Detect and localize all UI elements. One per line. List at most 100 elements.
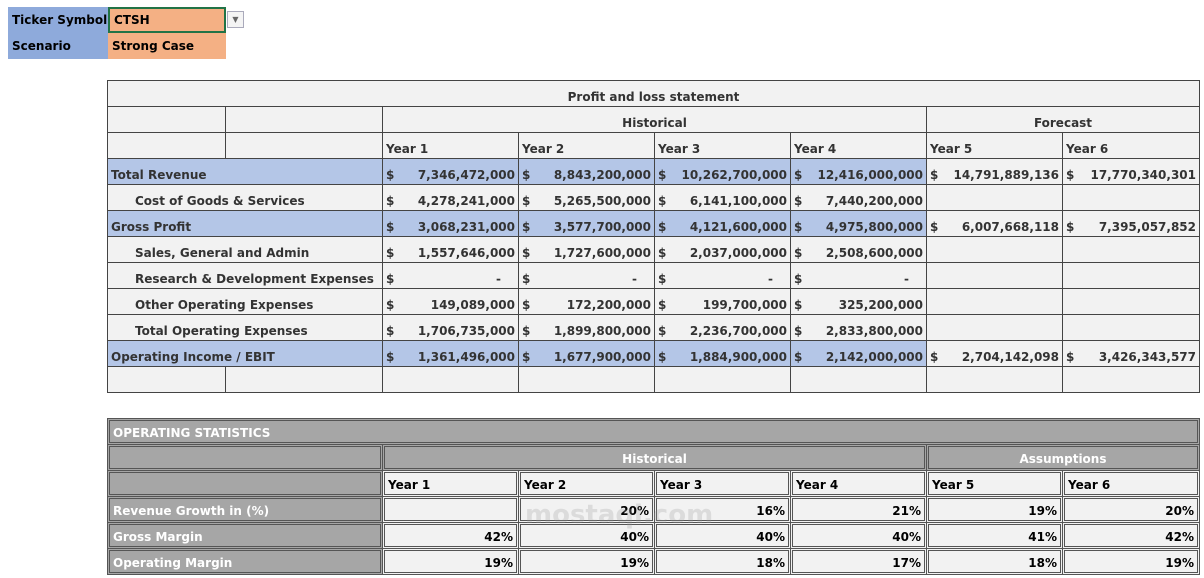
value-cell[interactable] (926, 236, 1063, 263)
amount: 2,236,700,000 (689, 324, 787, 338)
empty-cell (225, 106, 383, 133)
value-cell[interactable]: $2,508,600,000 (790, 236, 927, 263)
percent-cell[interactable]: 19% (926, 496, 1063, 523)
percent-cell[interactable]: 18% (926, 548, 1063, 575)
value-cell[interactable]: $5,265,500,000 (518, 184, 655, 211)
amount: 2,833,800,000 (825, 324, 923, 338)
empty-cell (790, 366, 927, 393)
amount: 12,416,000,000 (817, 168, 923, 182)
percent-cell[interactable]: 19% (1062, 548, 1200, 575)
currency-symbol: $ (794, 168, 803, 182)
currency-symbol: $ (386, 220, 395, 234)
value-cell[interactable]: $12,416,000,000 (790, 158, 927, 185)
value-cell[interactable]: $4,121,600,000 (654, 210, 791, 237)
value-cell[interactable]: $6,007,668,118 (926, 210, 1063, 237)
value-cell[interactable]: $172,200,000 (518, 288, 655, 315)
currency-symbol: $ (386, 324, 395, 338)
value-cell[interactable]: $7,346,472,000 (382, 158, 519, 185)
value-cell[interactable]: $14,791,889,136 (926, 158, 1063, 185)
amount: 5,265,500,000 (553, 194, 651, 208)
currency-symbol: $ (522, 324, 531, 338)
dropdown-arrow-icon[interactable]: ▼ (227, 11, 244, 28)
percent-cell[interactable]: 40% (518, 522, 655, 549)
currency-symbol: $ (386, 194, 395, 208)
value-cell[interactable]: $7,440,200,000 (790, 184, 927, 211)
value-cell[interactable]: $2,037,000,000 (654, 236, 791, 263)
value-cell[interactable]: $2,236,700,000 (654, 314, 791, 341)
value-cell[interactable]: $1,727,600,000 (518, 236, 655, 263)
percent-cell[interactable]: 42% (1062, 522, 1200, 549)
row-label: Research & Development Expenses (107, 262, 383, 289)
empty-cell (654, 366, 791, 393)
percent-cell[interactable]: 40% (790, 522, 927, 549)
value-cell[interactable] (926, 314, 1063, 341)
amount: 3,426,343,577 (1098, 350, 1196, 364)
value-cell[interactable]: $1,884,900,000 (654, 340, 791, 367)
value-cell[interactable]: $6,141,100,000 (654, 184, 791, 211)
percent-cell[interactable] (382, 496, 519, 523)
amount: 17,770,340,301 (1090, 168, 1196, 182)
percent-cell[interactable]: 19% (382, 548, 519, 575)
value-cell[interactable]: $1,899,800,000 (518, 314, 655, 341)
value-cell[interactable]: $199,700,000 (654, 288, 791, 315)
value-cell[interactable]: $2,704,142,098 (926, 340, 1063, 367)
currency-symbol: $ (658, 194, 667, 208)
value-cell[interactable]: $325,200,000 (790, 288, 927, 315)
year-header: Year 6 (1062, 470, 1200, 497)
percent-cell[interactable]: 20% (518, 496, 655, 523)
value-cell[interactable]: $2,833,800,000 (790, 314, 927, 341)
value-cell[interactable]: $1,706,735,000 (382, 314, 519, 341)
value-cell[interactable] (926, 184, 1063, 211)
year-header: Year 6 (1062, 132, 1200, 159)
empty-cell (107, 366, 226, 393)
percent-cell[interactable]: 17% (790, 548, 927, 575)
value-cell[interactable]: $ - (654, 262, 791, 289)
value-cell[interactable] (926, 288, 1063, 315)
percent-cell[interactable]: 18% (654, 548, 791, 575)
value-cell[interactable]: $149,089,000 (382, 288, 519, 315)
value-cell[interactable] (1062, 236, 1200, 263)
value-cell[interactable]: $1,677,900,000 (518, 340, 655, 367)
amount: 1,899,800,000 (553, 324, 651, 338)
value-cell[interactable]: $3,577,700,000 (518, 210, 655, 237)
year-header: Year 3 (654, 132, 791, 159)
value-cell[interactable]: $ - (790, 262, 927, 289)
value-cell[interactable] (1062, 288, 1200, 315)
value-cell[interactable]: $3,068,231,000 (382, 210, 519, 237)
row-label: Operating Income / EBIT (107, 340, 383, 367)
percent-cell[interactable]: 41% (926, 522, 1063, 549)
value-cell[interactable]: $2,142,000,000 (790, 340, 927, 367)
value-cell[interactable] (1062, 262, 1200, 289)
value-cell[interactable]: $4,278,241,000 (382, 184, 519, 211)
percent-cell[interactable]: 42% (382, 522, 519, 549)
value-cell[interactable]: $8,843,200,000 (518, 158, 655, 185)
value-cell[interactable]: $1,361,496,000 (382, 340, 519, 367)
value-cell[interactable] (926, 262, 1063, 289)
scenario-value[interactable]: Strong Case (108, 33, 226, 59)
value-cell[interactable]: $ - (382, 262, 519, 289)
value-cell[interactable]: $ - (518, 262, 655, 289)
value-cell[interactable]: $3,426,343,577 (1062, 340, 1200, 367)
value-cell[interactable]: $10,262,700,000 (654, 158, 791, 185)
amount: 7,440,200,000 (825, 194, 923, 208)
ticker-input[interactable]: CTSH (108, 7, 226, 33)
currency-symbol: $ (930, 220, 939, 234)
percent-cell[interactable]: 21% (790, 496, 927, 523)
value-cell[interactable]: $17,770,340,301 (1062, 158, 1200, 185)
value-cell[interactable] (1062, 184, 1200, 211)
value-cell[interactable] (1062, 314, 1200, 341)
amount: 6,007,668,118 (961, 220, 1059, 234)
amount: 8,843,200,000 (553, 168, 651, 182)
amount: 4,975,800,000 (825, 220, 923, 234)
currency-symbol: $ (658, 324, 667, 338)
percent-cell[interactable]: 16% (654, 496, 791, 523)
value-cell[interactable]: $4,975,800,000 (790, 210, 927, 237)
value-cell[interactable]: $1,557,646,000 (382, 236, 519, 263)
ticker-label: Ticker Symbol (8, 7, 108, 33)
amount: 1,361,496,000 (417, 350, 515, 364)
percent-cell[interactable]: 20% (1062, 496, 1200, 523)
value-cell[interactable]: $7,395,057,852 (1062, 210, 1200, 237)
percent-cell[interactable]: 40% (654, 522, 791, 549)
empty-cell (107, 106, 226, 133)
percent-cell[interactable]: 19% (518, 548, 655, 575)
